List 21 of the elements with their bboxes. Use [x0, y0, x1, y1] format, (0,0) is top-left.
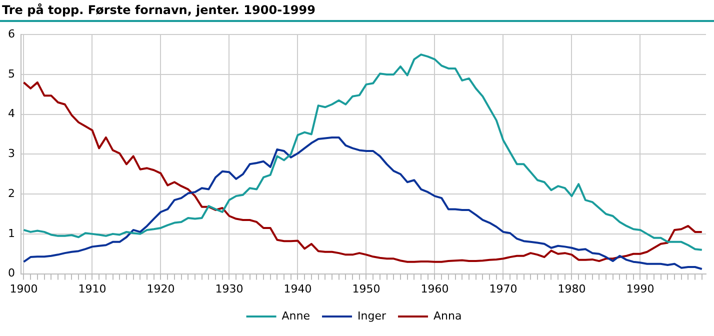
- x-tick-label: 1990: [626, 282, 654, 296]
- y-tick-label: 0: [8, 266, 15, 280]
- x-tick-label: 1900: [10, 282, 38, 296]
- y-tick-label: 4: [8, 107, 15, 120]
- x-tick-label: 1960: [420, 282, 449, 296]
- x-tick-label: 1910: [78, 282, 106, 296]
- x-tick-label: 1940: [284, 282, 312, 296]
- x-tick-label: 1970: [489, 282, 518, 296]
- y-tick-label: 6: [8, 27, 15, 40]
- y-tick-label: 1: [8, 226, 15, 240]
- legend-label: Inger: [358, 309, 386, 322]
- legend-label: Anne: [282, 309, 310, 322]
- x-tick-label: 1930: [215, 282, 244, 296]
- x-tick-label: 1920: [146, 282, 175, 296]
- x-tick-label: 1950: [352, 282, 380, 296]
- y-tick-label: 3: [8, 147, 15, 160]
- legend-label: Anna: [434, 309, 462, 322]
- chart-title: Tre på topp. Første fornavn, jenter. 1900-1999: [1, 2, 316, 18]
- x-tick-label: 1980: [558, 282, 586, 296]
- y-tick-label: 5: [8, 67, 15, 80]
- y-tick-label: 2: [8, 186, 15, 200]
